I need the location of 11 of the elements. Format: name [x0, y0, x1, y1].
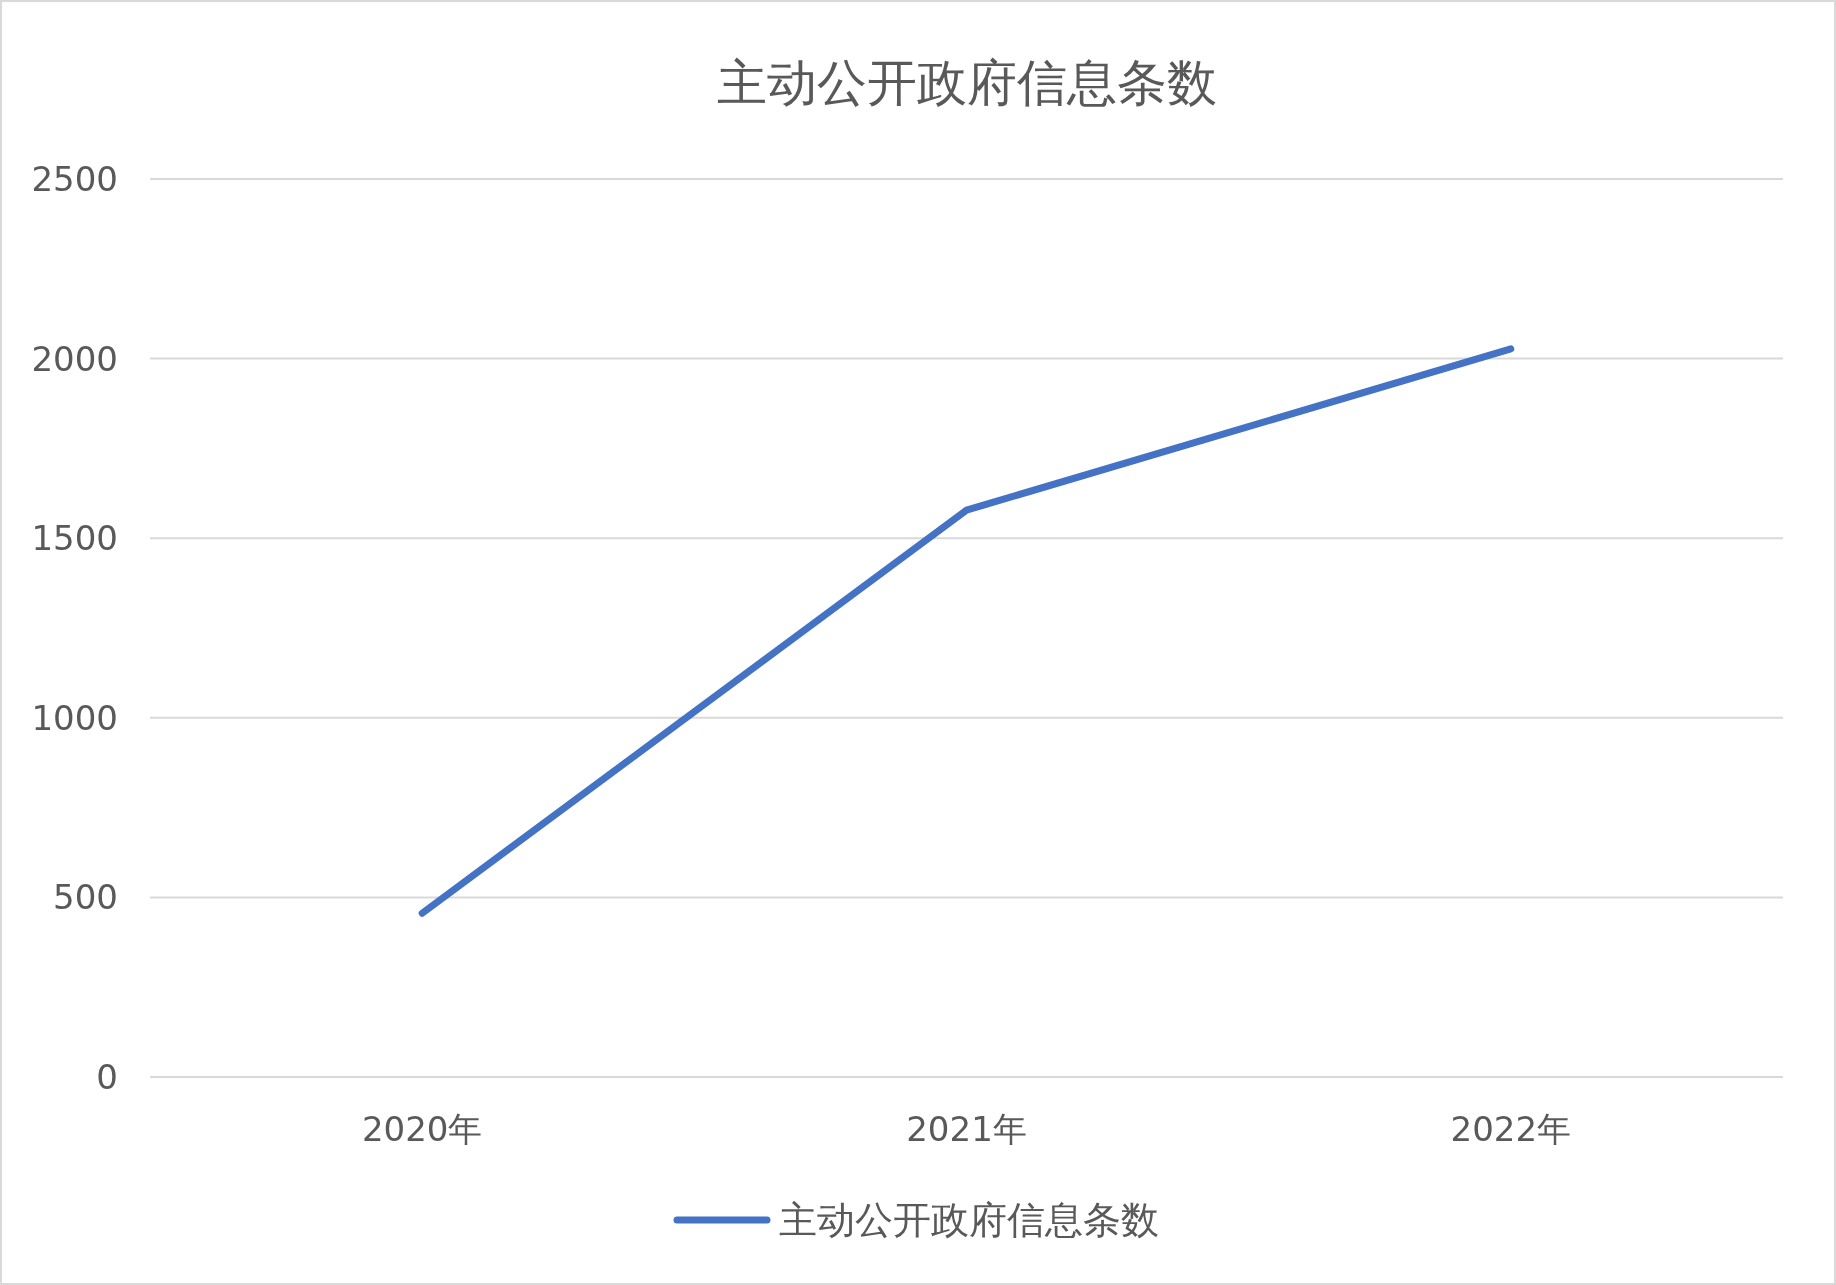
y-tick-label: 1000: [31, 697, 118, 738]
x-tick-label: 2021年: [906, 1109, 1027, 1149]
chart-title: 主动公开政府信息条数: [716, 54, 1217, 112]
y-tick-label: 500: [53, 877, 118, 918]
y-tick-label: 1500: [31, 518, 118, 559]
y-tick-label: 0: [96, 1057, 118, 1097]
y-tick-label: 2500: [31, 159, 118, 199]
x-tick-label: 2022年: [1450, 1109, 1572, 1149]
legend-label: 主动公开政府信息条数: [779, 1198, 1159, 1242]
x-tick-label: 2020年: [361, 1109, 483, 1149]
y-tick-label: 2000: [31, 338, 118, 379]
